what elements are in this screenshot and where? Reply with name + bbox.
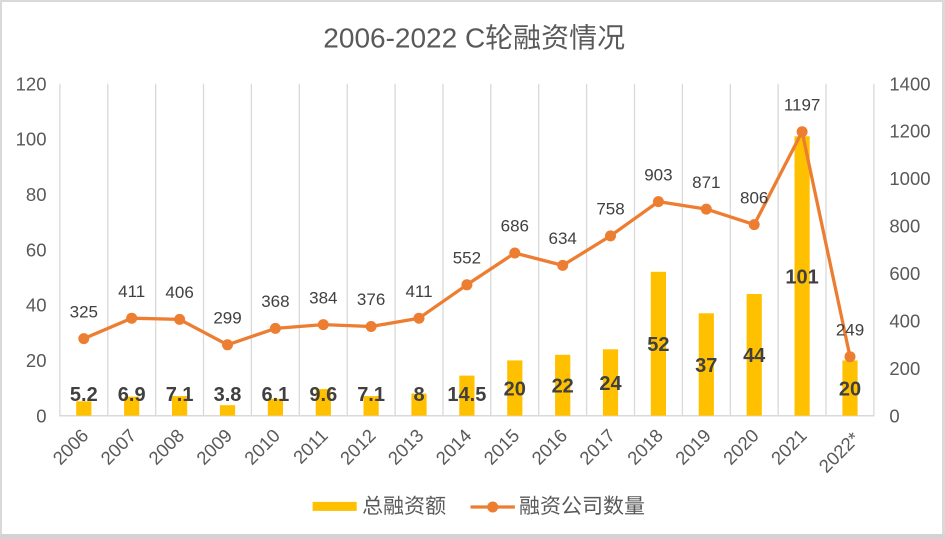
- svg-text:368: 368: [261, 292, 289, 311]
- svg-text:411: 411: [405, 282, 432, 301]
- svg-text:100: 100: [16, 129, 47, 150]
- svg-text:800: 800: [889, 216, 920, 237]
- svg-text:634: 634: [549, 229, 577, 248]
- svg-text:758: 758: [596, 200, 624, 219]
- svg-text:8: 8: [413, 384, 424, 406]
- svg-text:60: 60: [26, 239, 47, 260]
- svg-text:6.9: 6.9: [118, 384, 146, 406]
- svg-text:376: 376: [357, 290, 385, 309]
- svg-text:299: 299: [213, 309, 241, 328]
- svg-text:411: 411: [118, 282, 145, 301]
- svg-text:384: 384: [309, 288, 337, 307]
- svg-text:200: 200: [889, 358, 920, 379]
- svg-text:7.1: 7.1: [357, 384, 385, 406]
- svg-text:600: 600: [889, 263, 920, 284]
- svg-text:0: 0: [36, 405, 46, 426]
- svg-text:1400: 1400: [889, 73, 930, 94]
- svg-text:2006-2022 C: 2006-2022 C: [323, 23, 485, 54]
- svg-text:1200: 1200: [889, 121, 930, 142]
- svg-text:325: 325: [70, 302, 98, 321]
- svg-text:20: 20: [504, 378, 526, 400]
- svg-text:40: 40: [26, 295, 47, 316]
- svg-text:37: 37: [695, 355, 717, 377]
- svg-text:120: 120: [16, 73, 47, 94]
- svg-text:903: 903: [644, 165, 672, 184]
- svg-text:9.6: 9.6: [309, 384, 337, 406]
- svg-text:6.1: 6.1: [261, 384, 289, 406]
- svg-text:1000: 1000: [889, 168, 930, 189]
- svg-text:686: 686: [501, 217, 529, 236]
- svg-text:552: 552: [453, 249, 481, 268]
- svg-text:80: 80: [26, 184, 47, 205]
- svg-text:101: 101: [785, 266, 818, 288]
- svg-text:20: 20: [839, 378, 861, 400]
- svg-text:806: 806: [740, 188, 768, 207]
- svg-text:3.8: 3.8: [214, 384, 242, 406]
- svg-text:406: 406: [165, 283, 193, 302]
- svg-text:22: 22: [552, 376, 574, 398]
- svg-text:5.2: 5.2: [70, 384, 98, 406]
- svg-text:44: 44: [743, 345, 766, 367]
- svg-text:1197: 1197: [784, 96, 821, 115]
- svg-text:400: 400: [889, 310, 920, 331]
- svg-text:14.5: 14.5: [447, 384, 486, 406]
- svg-text:20: 20: [26, 350, 47, 371]
- svg-text:871: 871: [692, 173, 720, 192]
- svg-text:249: 249: [836, 320, 864, 339]
- svg-text:24: 24: [599, 373, 622, 395]
- svg-text:7.1: 7.1: [166, 384, 194, 406]
- svg-text:0: 0: [889, 405, 899, 426]
- svg-text:52: 52: [647, 334, 669, 356]
